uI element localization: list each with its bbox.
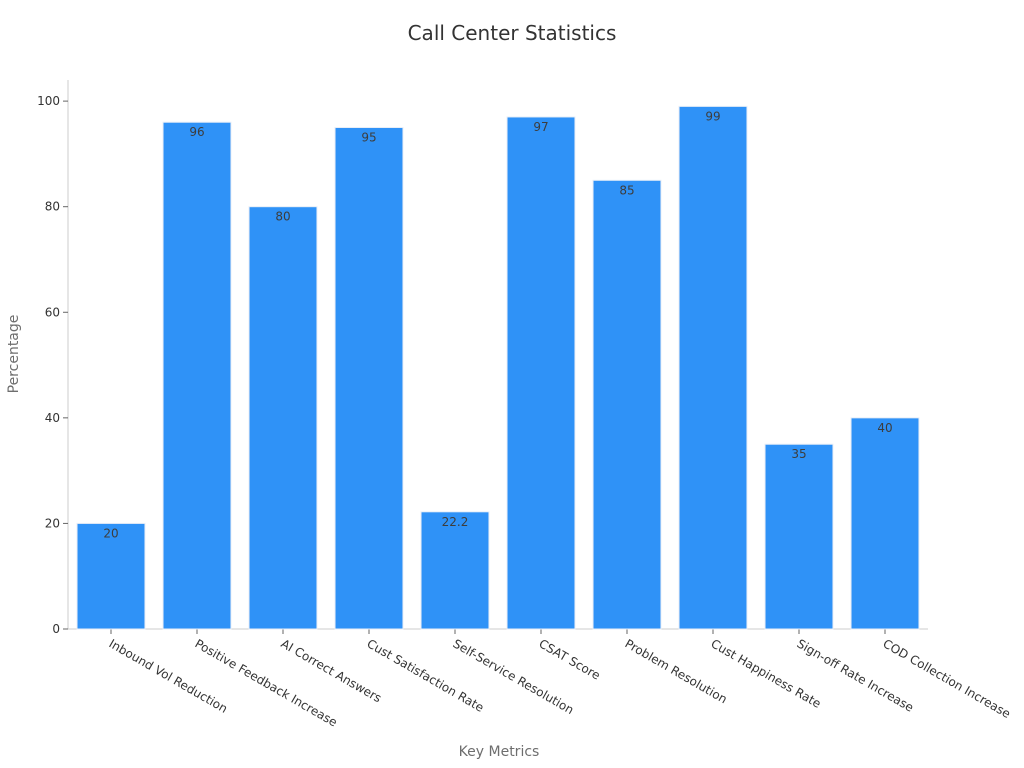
data-label: 35 bbox=[791, 447, 806, 461]
bar bbox=[248, 206, 318, 630]
bar bbox=[420, 511, 490, 630]
chart-title: Call Center Statistics bbox=[408, 21, 617, 45]
y-tick-label: 0 bbox=[52, 622, 60, 636]
y-tick-label: 100 bbox=[37, 94, 60, 108]
y-axis-title: Percentage bbox=[6, 315, 22, 394]
data-label: 95 bbox=[361, 131, 376, 145]
x-tick-label: Positive Feedback Increase bbox=[193, 636, 340, 729]
data-label: 96 bbox=[189, 125, 204, 139]
bars-group bbox=[76, 105, 920, 630]
x-tick-label: CSAT Score bbox=[537, 636, 603, 682]
y-tick-label: 60 bbox=[45, 305, 60, 319]
bar bbox=[76, 522, 146, 630]
bar bbox=[506, 116, 576, 630]
data-label: 22.2 bbox=[442, 515, 469, 529]
data-label: 80 bbox=[275, 210, 290, 224]
data-labels-group: 20 96 80 95 22.2 97 85 99 35 40 bbox=[103, 109, 892, 540]
x-axis-title: Key Metrics bbox=[459, 744, 540, 760]
y-tick-label: 20 bbox=[45, 516, 60, 530]
data-label: 99 bbox=[705, 109, 720, 123]
bar bbox=[334, 127, 404, 630]
bar bbox=[162, 121, 232, 630]
bar bbox=[764, 443, 834, 630]
y-tick-label: 80 bbox=[45, 200, 60, 214]
data-label: 97 bbox=[533, 120, 548, 134]
bar bbox=[850, 417, 920, 630]
data-label: 20 bbox=[103, 526, 118, 540]
bar bbox=[678, 105, 748, 630]
bar bbox=[592, 179, 662, 630]
data-label: 40 bbox=[877, 421, 892, 435]
y-axis: 0 20 40 60 80 100 bbox=[37, 80, 69, 636]
y-tick-label: 40 bbox=[45, 411, 60, 425]
data-label: 85 bbox=[619, 183, 634, 197]
